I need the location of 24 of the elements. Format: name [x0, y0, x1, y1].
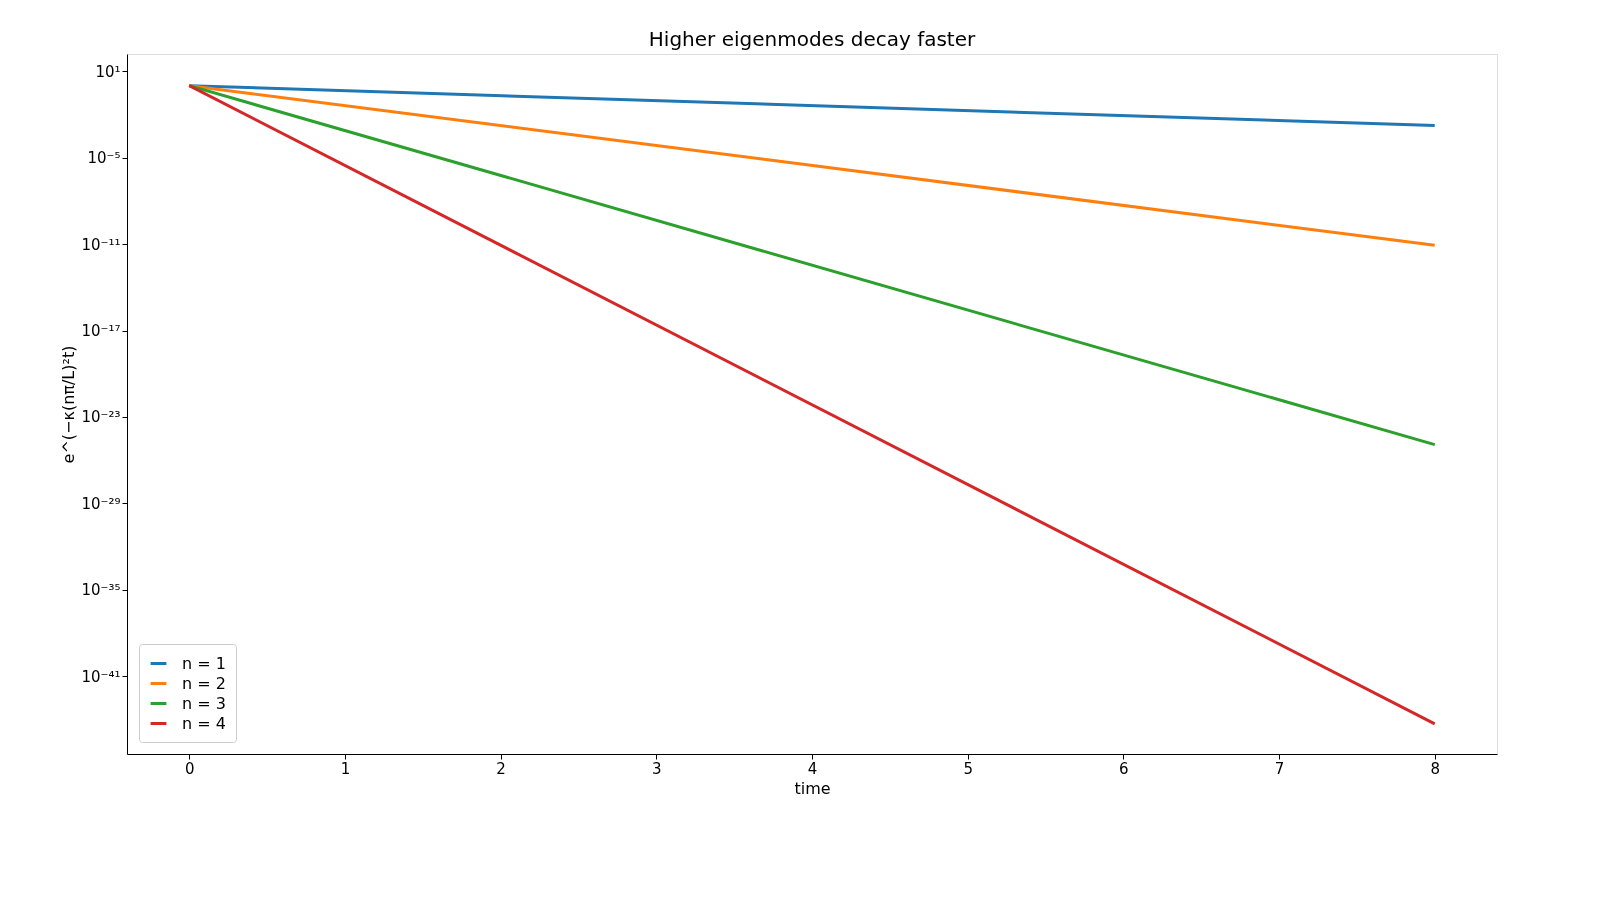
y-tick-label: 10⁻³⁵ — [81, 581, 121, 600]
y-tick-label: 10⁻⁵ — [87, 149, 121, 168]
x-tick-label: 1 — [340, 759, 351, 778]
x-tick-label: 8 — [1430, 759, 1440, 778]
chart-title: Higher eigenmodes decay faster — [648, 27, 976, 51]
x-tick-label: 4 — [807, 759, 818, 778]
y-tick-label: 10⁻⁴¹ — [81, 667, 121, 686]
x-axis-title: time — [794, 778, 831, 798]
y-tick-label: 10¹ — [95, 62, 121, 81]
y-tick-label: 10⁻¹¹ — [81, 235, 121, 254]
x-tick-label: 3 — [652, 759, 662, 778]
y-axis-title: e^(−κ(nπ/L)²t) — [59, 345, 79, 464]
x-tick-label: 2 — [496, 759, 506, 778]
x-tick-label: 6 — [1119, 759, 1129, 778]
x-tick-label: 7 — [1274, 759, 1285, 778]
legend-label: n = 2 — [182, 673, 226, 693]
x-tick-label: 0 — [185, 759, 195, 778]
y-tick-label: 10⁻¹⁷ — [81, 322, 121, 341]
y-tick-label: 10⁻²³ — [81, 408, 121, 427]
legend-label: n = 4 — [182, 713, 226, 733]
legend-label: n = 3 — [182, 693, 226, 713]
x-tick-label: 5 — [963, 759, 973, 778]
legend-label: n = 1 — [182, 653, 226, 673]
y-tick-label: 10⁻²⁹ — [81, 494, 121, 513]
